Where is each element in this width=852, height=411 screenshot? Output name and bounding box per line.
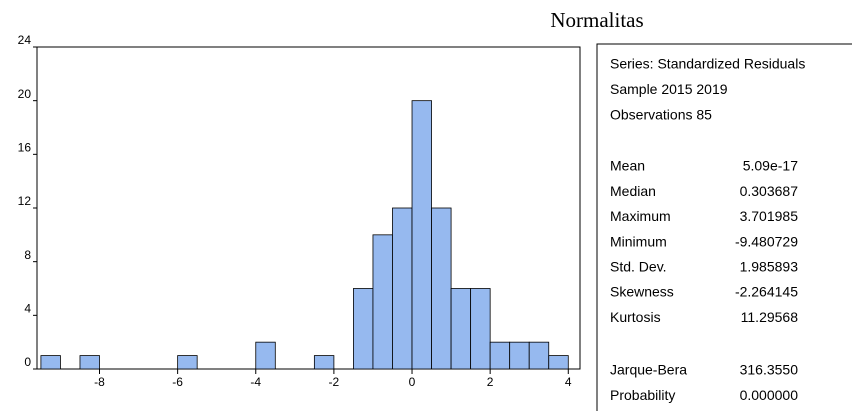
bar [40, 355, 61, 370]
stat-value: 0.000000 [740, 387, 799, 403]
bar [313, 355, 335, 370]
stat-label: Probability [610, 387, 675, 403]
x-tick-label: -4 [250, 375, 261, 389]
x-tick-label: 0 [409, 375, 416, 389]
bar [411, 100, 432, 370]
x-tick-label: 4 [565, 375, 572, 389]
x-tick-label: -2 [329, 375, 340, 389]
plot-frame [36, 46, 581, 370]
x-tick-label: -8 [94, 375, 105, 389]
bar [372, 234, 393, 370]
bar [177, 355, 198, 370]
stat-value: 3.701985 [740, 208, 799, 224]
bar [353, 288, 374, 370]
bar [548, 355, 569, 370]
y-tick-label: 20 [18, 87, 32, 101]
x-tick-label: -6 [172, 375, 183, 389]
stat-label: Mean [610, 158, 645, 174]
stats-header: Observations 85 [610, 107, 712, 123]
stat-value: 0.303687 [740, 183, 799, 199]
bar [255, 341, 276, 370]
stat-value: -2.264145 [735, 284, 798, 300]
stats-frame [596, 43, 852, 411]
stats-header: Series: Standardized Residuals [610, 56, 805, 72]
y-tick-label: 4 [24, 302, 31, 316]
stat-value: 5.09e-17 [743, 158, 798, 174]
bar [79, 355, 100, 370]
stat-value: 316.3550 [740, 362, 799, 378]
bar [509, 341, 530, 370]
bar [450, 288, 472, 370]
y-tick-label: 8 [24, 248, 31, 262]
stat-value: -9.480729 [735, 233, 798, 249]
stat-value: 1.985893 [740, 259, 799, 275]
stat-label: Std. Dev. [610, 259, 667, 275]
bar [431, 207, 452, 370]
bar [489, 341, 511, 370]
bar [470, 288, 491, 370]
x-tick-label: 2 [487, 375, 494, 389]
stat-label: Jarque-Bera [610, 362, 687, 378]
y-tick-label: 24 [18, 33, 32, 47]
stat-label: Maximum [610, 208, 671, 224]
bar [392, 207, 413, 370]
bar [528, 341, 550, 370]
y-tick-label: 12 [18, 194, 32, 208]
stat-label: Minimum [610, 233, 667, 249]
stat-label: Median [610, 183, 656, 199]
y-tick-label: 0 [24, 355, 31, 369]
chart-title: Normalitas [550, 8, 643, 32]
stat-label: Kurtosis [610, 309, 661, 325]
y-tick-label: 16 [18, 141, 32, 155]
stat-value: 11.29568 [741, 309, 799, 325]
stat-label: Skewness [610, 284, 674, 300]
stats-header: Sample 2015 2019 [610, 81, 728, 97]
